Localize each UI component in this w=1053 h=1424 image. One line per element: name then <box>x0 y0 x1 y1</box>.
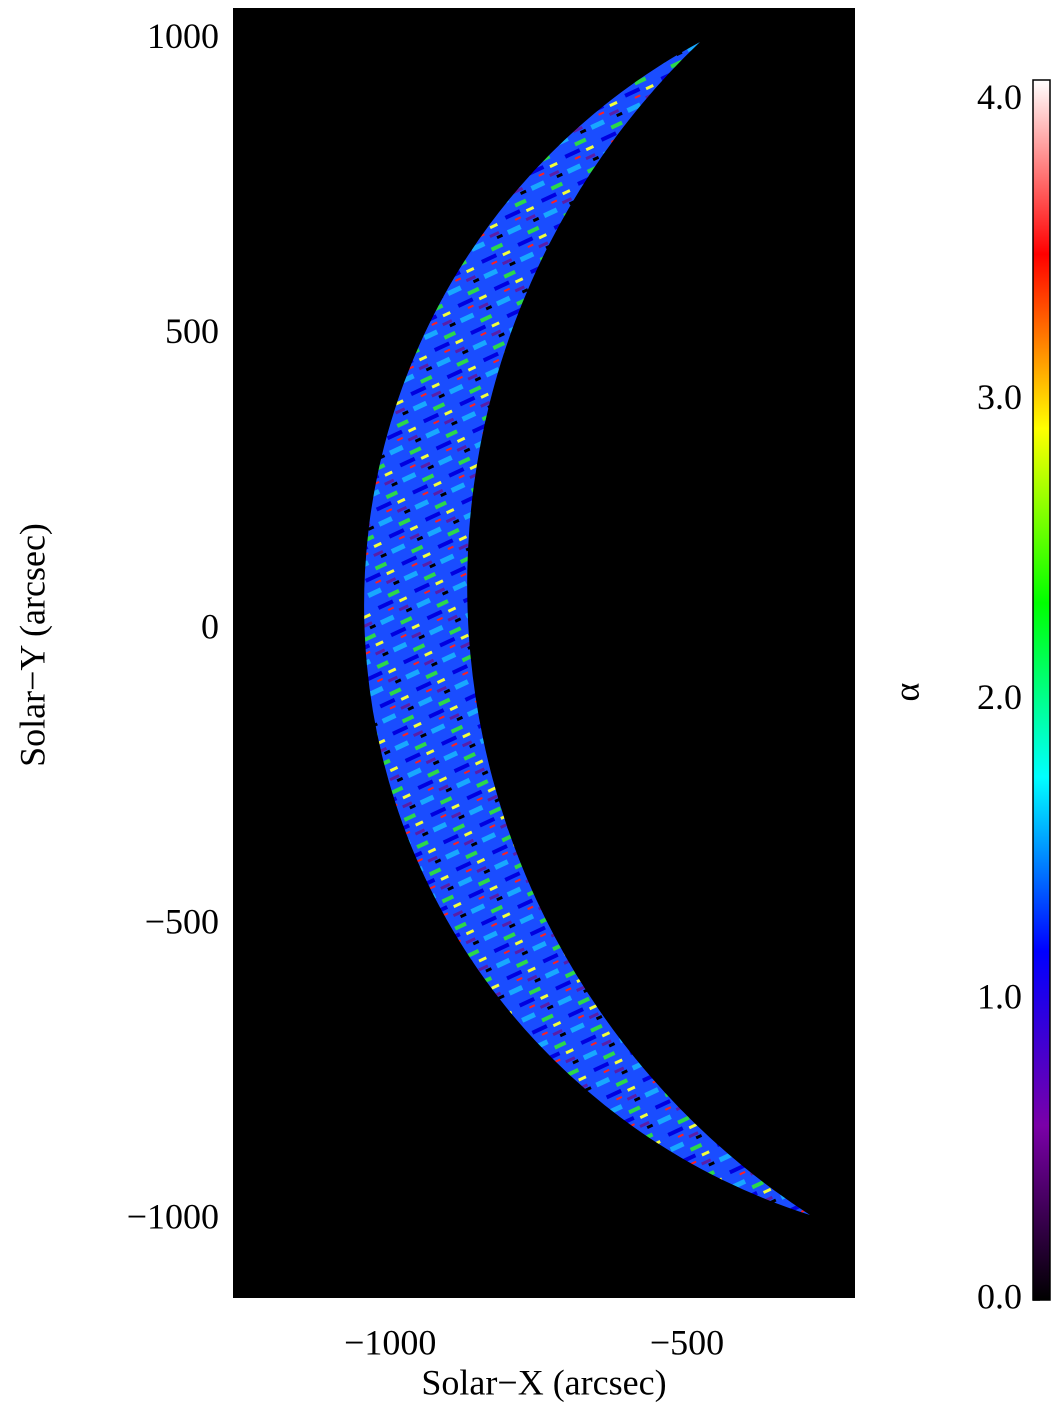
y-tick-label: 500 <box>165 311 219 351</box>
x-axis-label: Solar−X (arcsec) <box>421 1362 666 1402</box>
colorbar-tick-label: 0.0 <box>977 1276 1022 1316</box>
x-tick-label: −500 <box>650 1322 724 1362</box>
y-tick-label: −1000 <box>127 1196 219 1236</box>
y-tick-label: 0 <box>201 606 219 646</box>
y-tick-label: −500 <box>145 901 219 941</box>
colorbar-tick-label: 1.0 <box>977 977 1022 1017</box>
colorbar <box>1032 79 1051 1301</box>
y-tick-label: 1000 <box>147 16 219 56</box>
colorbar-tick-label: 4.0 <box>977 77 1022 117</box>
colorbar-tick-label: 3.0 <box>977 377 1022 417</box>
limb-map <box>364 42 810 1215</box>
colorbar-tick-label: 2.0 <box>977 677 1022 717</box>
x-tick-label: −1000 <box>344 1322 436 1362</box>
colorbar-label: α <box>886 682 926 701</box>
y-axis-label: Solar−Y (arcsec) <box>12 523 52 767</box>
